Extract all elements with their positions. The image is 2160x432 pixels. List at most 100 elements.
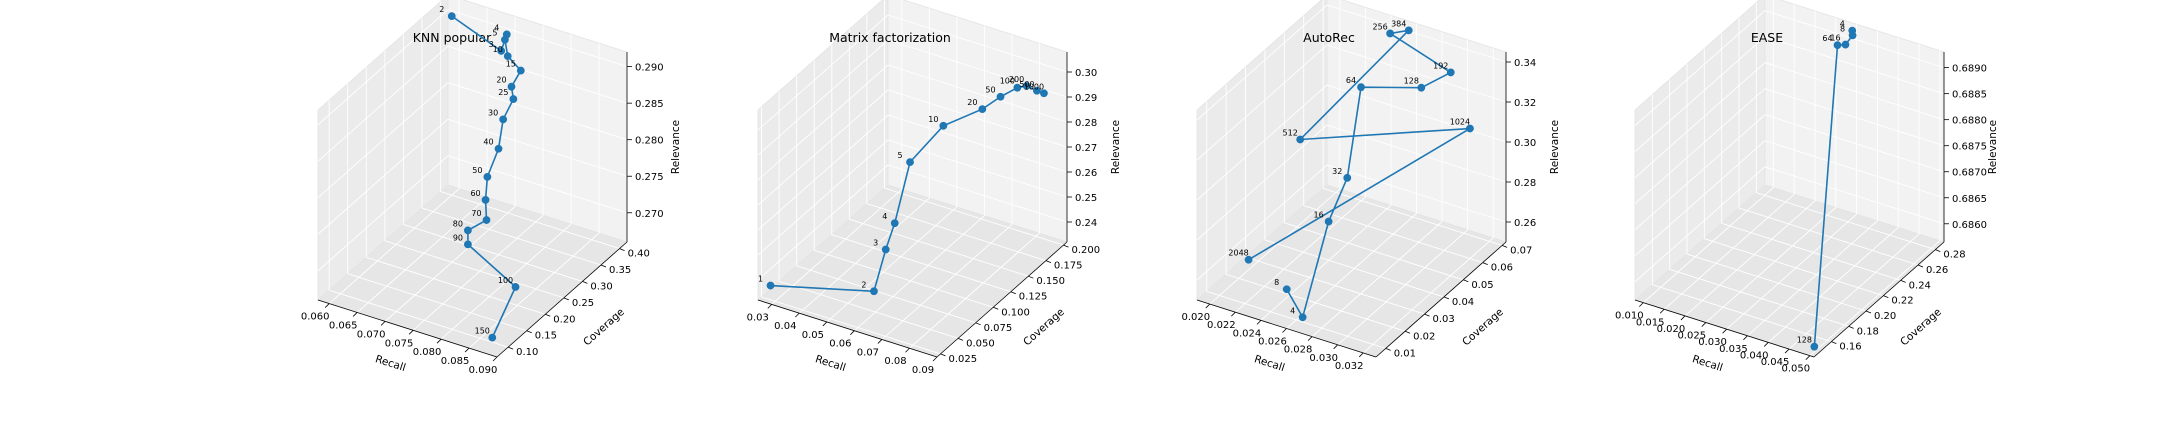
- grid-line-y: [866, 13, 1047, 262]
- chart-title: Matrix factorization: [829, 30, 951, 45]
- grid-line-x: [799, 8, 930, 314]
- grid-line-x: [826, 16, 958, 323]
- x-tick-mark: [464, 347, 470, 353]
- y-tick-mark: [1443, 296, 1450, 300]
- grid-line-z: [317, 82, 628, 199]
- y-axis-line: [496, 241, 628, 358]
- y-tick-mark: [940, 353, 946, 357]
- x-tick-mark: [1784, 348, 1790, 354]
- point-label: 3: [873, 239, 878, 248]
- x-tick-label: 0.09: [912, 365, 934, 376]
- grid-line-z: [1196, 164, 1507, 281]
- grid-line-y: [1225, 84, 1406, 332]
- x-tick-label: 0.035: [1719, 344, 1748, 355]
- y-tick-label: 0.30: [590, 281, 612, 292]
- grid-line-y: [328, 100, 509, 348]
- x-tick-label: 0.030: [1698, 337, 1727, 348]
- x-tick-label: 0.050: [1782, 364, 1811, 375]
- data-point: [463, 226, 472, 235]
- x-tick-label: 0.015: [1636, 317, 1665, 328]
- grid-line-z: [1196, 124, 1507, 241]
- grid-line-z: [757, 114, 1068, 231]
- point-label: 8: [1274, 278, 1279, 287]
- data-point: [1324, 217, 1333, 226]
- grid-line-x: [1260, 15, 1392, 321]
- data-point: [482, 216, 491, 224]
- y-tick-mark: [1501, 245, 1508, 248]
- data-point: [1032, 86, 1041, 95]
- z-tick-label: 0.29: [1075, 93, 1097, 104]
- grid-line-x: [771, 0, 903, 305]
- grid-line-x: [412, 25, 544, 331]
- grid-line-x: [909, 43, 1040, 349]
- grid-line-x: [1286, 23, 1417, 329]
- y-tick-label: 0.075: [984, 323, 1013, 334]
- point-label: 2: [861, 280, 866, 289]
- z-tick-label: 0.6870: [1952, 168, 1987, 179]
- grid-line-z: [1634, 114, 1945, 231]
- grid-line-x: [1788, 44, 1920, 350]
- z-tick-label: 0.32: [1514, 98, 1536, 109]
- z-tick-label: 0.6875: [1952, 142, 1987, 153]
- z-tick-label: 0.27: [1075, 143, 1097, 154]
- grid-line-z: [757, 89, 1068, 206]
- grid-line-y: [761, 106, 941, 355]
- grid-line-x: [328, 0, 460, 304]
- data-point: [1848, 31, 1857, 40]
- y-tick-label: 0.02: [1413, 331, 1435, 342]
- y-axis-label: Coverage: [581, 306, 627, 348]
- x-tick-mark: [380, 321, 386, 326]
- data-point: [509, 95, 518, 103]
- x-axis-label: Recall: [374, 353, 407, 374]
- y-tick-mark: [1385, 348, 1391, 351]
- y-tick-mark: [1063, 244, 1069, 248]
- x-tick-mark: [1763, 342, 1769, 347]
- chart-3: 0.0100.0150.0200.0250.0300.0350.0400.045…: [1615, 0, 1999, 375]
- grid-line-y: [365, 67, 546, 315]
- x-tick-label: 0.026: [1258, 337, 1287, 348]
- z-tick-label: 0.26: [1075, 168, 1097, 179]
- x-tick-mark: [822, 321, 828, 327]
- data-point: [1343, 173, 1352, 182]
- x-tick-mark: [1282, 328, 1287, 333]
- x-tick-mark: [877, 339, 883, 344]
- y-tick-label: 0.20: [1874, 311, 1896, 322]
- point-label: 4: [494, 23, 499, 32]
- y-tick-label: 0.28: [1943, 250, 1965, 261]
- z-axis-label: Relevance: [670, 120, 682, 174]
- x-tick-label: 0.060: [301, 312, 330, 323]
- data-point: [497, 47, 506, 55]
- point-label: 5: [492, 29, 497, 38]
- x-tick-mark: [1639, 302, 1644, 307]
- data-point: [996, 92, 1005, 101]
- data-point: [906, 158, 914, 166]
- y-tick-mark: [1045, 260, 1052, 264]
- grid-line-y: [440, 1, 620, 250]
- grid-line-z: [1196, 4, 1507, 121]
- grid-line-z: [757, 39, 1068, 156]
- y-tick-label: 0.175: [1054, 261, 1083, 272]
- z-tick-label: 0.28: [1075, 118, 1097, 129]
- point-label: 2048: [1228, 249, 1248, 258]
- y-tick-mark: [1010, 291, 1016, 295]
- grid-line-x: [1684, 10, 1816, 317]
- y-tick-label: 0.40: [628, 249, 650, 260]
- grid-line-z: [317, 9, 628, 125]
- point-label: 192: [1433, 61, 1448, 70]
- y-tick-label: 0.18: [1857, 326, 1879, 337]
- point-label: 1000: [1024, 82, 1044, 91]
- data-point: [1841, 40, 1850, 49]
- chart-title: AutoRec: [1303, 30, 1355, 45]
- x-tick-mark: [1307, 336, 1313, 341]
- x-tick-mark: [1701, 322, 1707, 327]
- data-point: [464, 240, 472, 249]
- x-tick-mark: [1659, 308, 1665, 314]
- z-tick-label: 0.26: [1514, 218, 1536, 229]
- z-tick-label: 0.275: [635, 172, 664, 183]
- x-tick-label: 0.085: [441, 356, 470, 367]
- x-tick-mark: [1805, 355, 1811, 360]
- z-tick-label: 0.6890: [1952, 64, 1987, 75]
- z-tick-label: 0.6860: [1952, 220, 1987, 231]
- x-tick-mark: [492, 356, 498, 362]
- point-label: 90: [453, 233, 463, 242]
